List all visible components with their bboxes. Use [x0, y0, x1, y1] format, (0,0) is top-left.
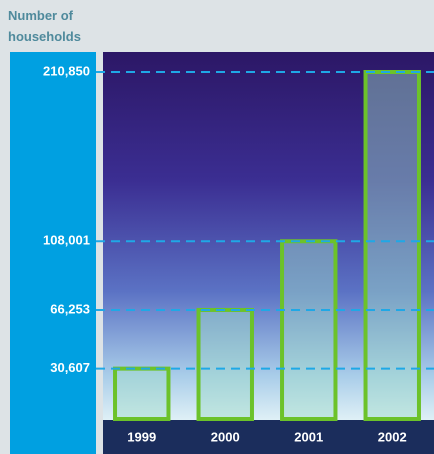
- x-tick-label: 2002: [378, 429, 407, 444]
- y-tick-label: 210,850: [43, 63, 90, 78]
- x-tick-label: 1999: [127, 429, 156, 444]
- category-band: [103, 420, 434, 454]
- y-tick-label: 30,607: [50, 360, 90, 375]
- x-tick-label: 2000: [211, 429, 240, 444]
- y-axis-title: households: [8, 29, 81, 44]
- x-tick-label: 2001: [294, 429, 323, 444]
- y-tick-label: 66,253: [50, 301, 90, 316]
- y-axis-title: Number of: [8, 8, 74, 23]
- plot-background: [103, 52, 434, 420]
- bar: [363, 69, 421, 422]
- bar: [113, 366, 171, 422]
- bar: [196, 307, 254, 421]
- bar: [280, 239, 338, 421]
- y-tick-label: 108,001: [43, 233, 90, 248]
- y-axis-panel: [10, 52, 96, 454]
